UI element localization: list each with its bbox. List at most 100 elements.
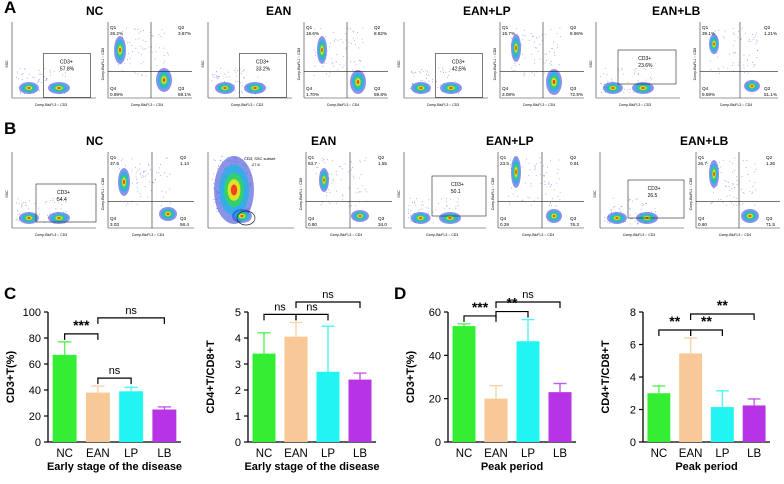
q4-value: 0.29	[500, 222, 509, 227]
y-axis-label: SSC	[5, 60, 9, 68]
x-tick-label: LP	[521, 448, 535, 460]
bar-ean	[484, 398, 508, 442]
x-axis-label: Comp-BluFL3 :: CD4	[327, 103, 360, 107]
significance-bracket: ns	[97, 305, 165, 324]
x-tick-label: EAN	[679, 448, 703, 460]
significance-label: ns	[125, 305, 137, 317]
q1-label: Q1	[702, 25, 709, 30]
bar-nc	[252, 353, 276, 442]
q2-value: 1.26	[766, 161, 775, 166]
y-axis-label: Comp-BluFL1 :: CD8	[493, 48, 497, 81]
row-b-quad-plot-4: Q1 26.7 Q2 1.26 Q3 71.5 Q4 0.60 Comp-BluFL3 :: C…	[688, 150, 782, 238]
significance-bracket: ns	[263, 301, 297, 321]
y-tick-label: 4	[235, 333, 241, 345]
gate-value: 54.4	[57, 197, 67, 203]
x-axis-title: Early stage of the disease	[244, 461, 379, 473]
q4-value: 9.59%	[702, 92, 715, 97]
q2-value: 8.82%	[374, 31, 387, 36]
row-a-cd3-plot-1: CD3+ 57.8% Comp-BluFL3 :: CD3 SSC	[4, 20, 98, 108]
y-tick-label: 60	[29, 359, 41, 371]
x-tick-label: NC	[56, 448, 73, 460]
q2-value: 1.14	[180, 161, 189, 166]
q3-value: 69.8%	[374, 92, 387, 97]
gate-value: 57.8%	[60, 66, 75, 72]
y-axis-label: Comp-BluFL1 :: CD8	[689, 178, 693, 211]
y-axis-label: Comp-BluFL1 :: CD8	[101, 178, 105, 211]
q4-value: 1.70%	[306, 92, 319, 97]
bar-lp	[710, 407, 734, 442]
row-b-cd3-plot-3: CD3+ 26.5 Comp-BluFL3 :: CD3 SSC	[592, 150, 686, 238]
significance-label: **	[701, 313, 712, 329]
y-axis-label: Comp-BluFL1 :: CD8	[101, 48, 105, 81]
x-axis-label: Comp-BluFL3 :: CD4	[132, 233, 165, 237]
chart-peak-cd4-cd8: 0 2 4 6 8 NC EAN LP LB ** ** ** CD4+T/CD8+T Peak peri…	[595, 290, 784, 484]
gate-value: 26.5	[648, 193, 658, 199]
row-a-group-ean-lp: EAN+LP	[463, 4, 511, 18]
significance-label: ns	[322, 289, 334, 301]
x-axis-label: Comp-BluFL3 :: CD4	[719, 233, 752, 237]
row-b-quad-plot-1: Q1 37.5 Q2 1.14 Q3 58.4 Q4 3.03 Comp-BluFL3 :: C…	[100, 150, 196, 238]
y-tick-label: 2	[235, 385, 241, 397]
x-tick-label: NC	[256, 448, 273, 460]
q1-value: 37.5	[110, 161, 119, 166]
x-tick-label: EAN	[484, 448, 508, 460]
x-tick-label: LB	[157, 448, 171, 460]
y-axis-label: SSC	[397, 60, 401, 68]
q4-value: 0.89%	[110, 92, 123, 97]
q2-value: 1.21%	[764, 31, 777, 36]
significance-bracket: ns	[295, 301, 329, 321]
significance-label: ns	[109, 365, 121, 377]
gate-value: 27.6	[252, 162, 261, 167]
x-axis-title: Early stage of the disease	[47, 461, 182, 473]
y-tick-label: 40	[29, 385, 41, 397]
y-axis-title: CD3+T(%)	[5, 351, 17, 404]
row-b-gate-plot: CD3, SSC subset 27.6	[200, 150, 296, 238]
y-axis-title: CD4+T/CD8+T	[600, 340, 612, 414]
row-a-cd3-plot-3: CD3+ 42.5% Comp-BluFL3 :: CD3 SSC	[396, 20, 490, 108]
row-b-group-nc: NC	[86, 134, 104, 148]
q2-label: Q2	[570, 155, 577, 160]
q4-label: Q4	[308, 216, 315, 221]
bar-ean	[284, 336, 308, 442]
q1-label: Q1	[308, 155, 315, 160]
y-tick-label: 20	[29, 411, 41, 423]
gate-label: CD3, SSC subset	[244, 156, 276, 161]
q1-label: Q1	[110, 155, 117, 160]
q4-label: Q4	[698, 216, 705, 221]
gate-label: CD3+	[60, 59, 73, 65]
q3-label: Q3	[374, 86, 381, 91]
row-a-cd3-plot-4: CD3+ 23.6% Comp-BluFL3 :: CD3 SSC	[588, 20, 682, 108]
q2-value: 3.87%	[178, 31, 191, 36]
significance-label: ns	[522, 289, 534, 301]
row-b-cd3-plot-2: CD3+ 50.1 Comp-BluFL3 :: CD3 SSC	[396, 150, 488, 238]
x-axis-label: Comp-BluFL3 :: CD4	[131, 103, 164, 107]
q4-label: Q4	[500, 216, 507, 221]
x-tick-label: LB	[553, 448, 567, 460]
row-b-group-ean-lp: EAN+LP	[486, 134, 534, 148]
y-tick-label: 100	[23, 307, 41, 319]
bar-lb	[548, 392, 572, 442]
q3-label: Q3	[570, 86, 577, 91]
gate-label: CD3+	[648, 186, 661, 192]
gate-value: 42.5%	[452, 66, 467, 72]
q4-label: Q4	[502, 86, 509, 91]
y-tick-label: 5	[235, 307, 241, 319]
x-tick-label: LB	[747, 448, 761, 460]
bar-lp	[516, 341, 540, 442]
y-axis-label: SSC	[397, 190, 401, 198]
bar-lb	[152, 409, 177, 442]
y-axis-label: SSC	[201, 60, 205, 68]
q1-label: Q1	[306, 25, 313, 30]
panel-label-c: C	[4, 284, 17, 303]
q2-label: Q2	[178, 25, 185, 30]
q3-value: 51.1%	[764, 92, 777, 97]
y-tick-label: 40	[429, 350, 441, 362]
q4-value: 3.03	[110, 222, 119, 227]
y-axis-label: Comp-BluFL1 :: CD8	[693, 48, 697, 81]
x-axis-label: Comp-BluFL3 :: CD4	[522, 233, 555, 237]
q1-value: 26.7	[698, 161, 707, 166]
significance-label: ns	[274, 301, 286, 313]
significance-bracket: ns	[295, 289, 361, 308]
row-b-group-ean: EAN	[311, 134, 337, 148]
gate-label: CD3+	[256, 59, 269, 65]
